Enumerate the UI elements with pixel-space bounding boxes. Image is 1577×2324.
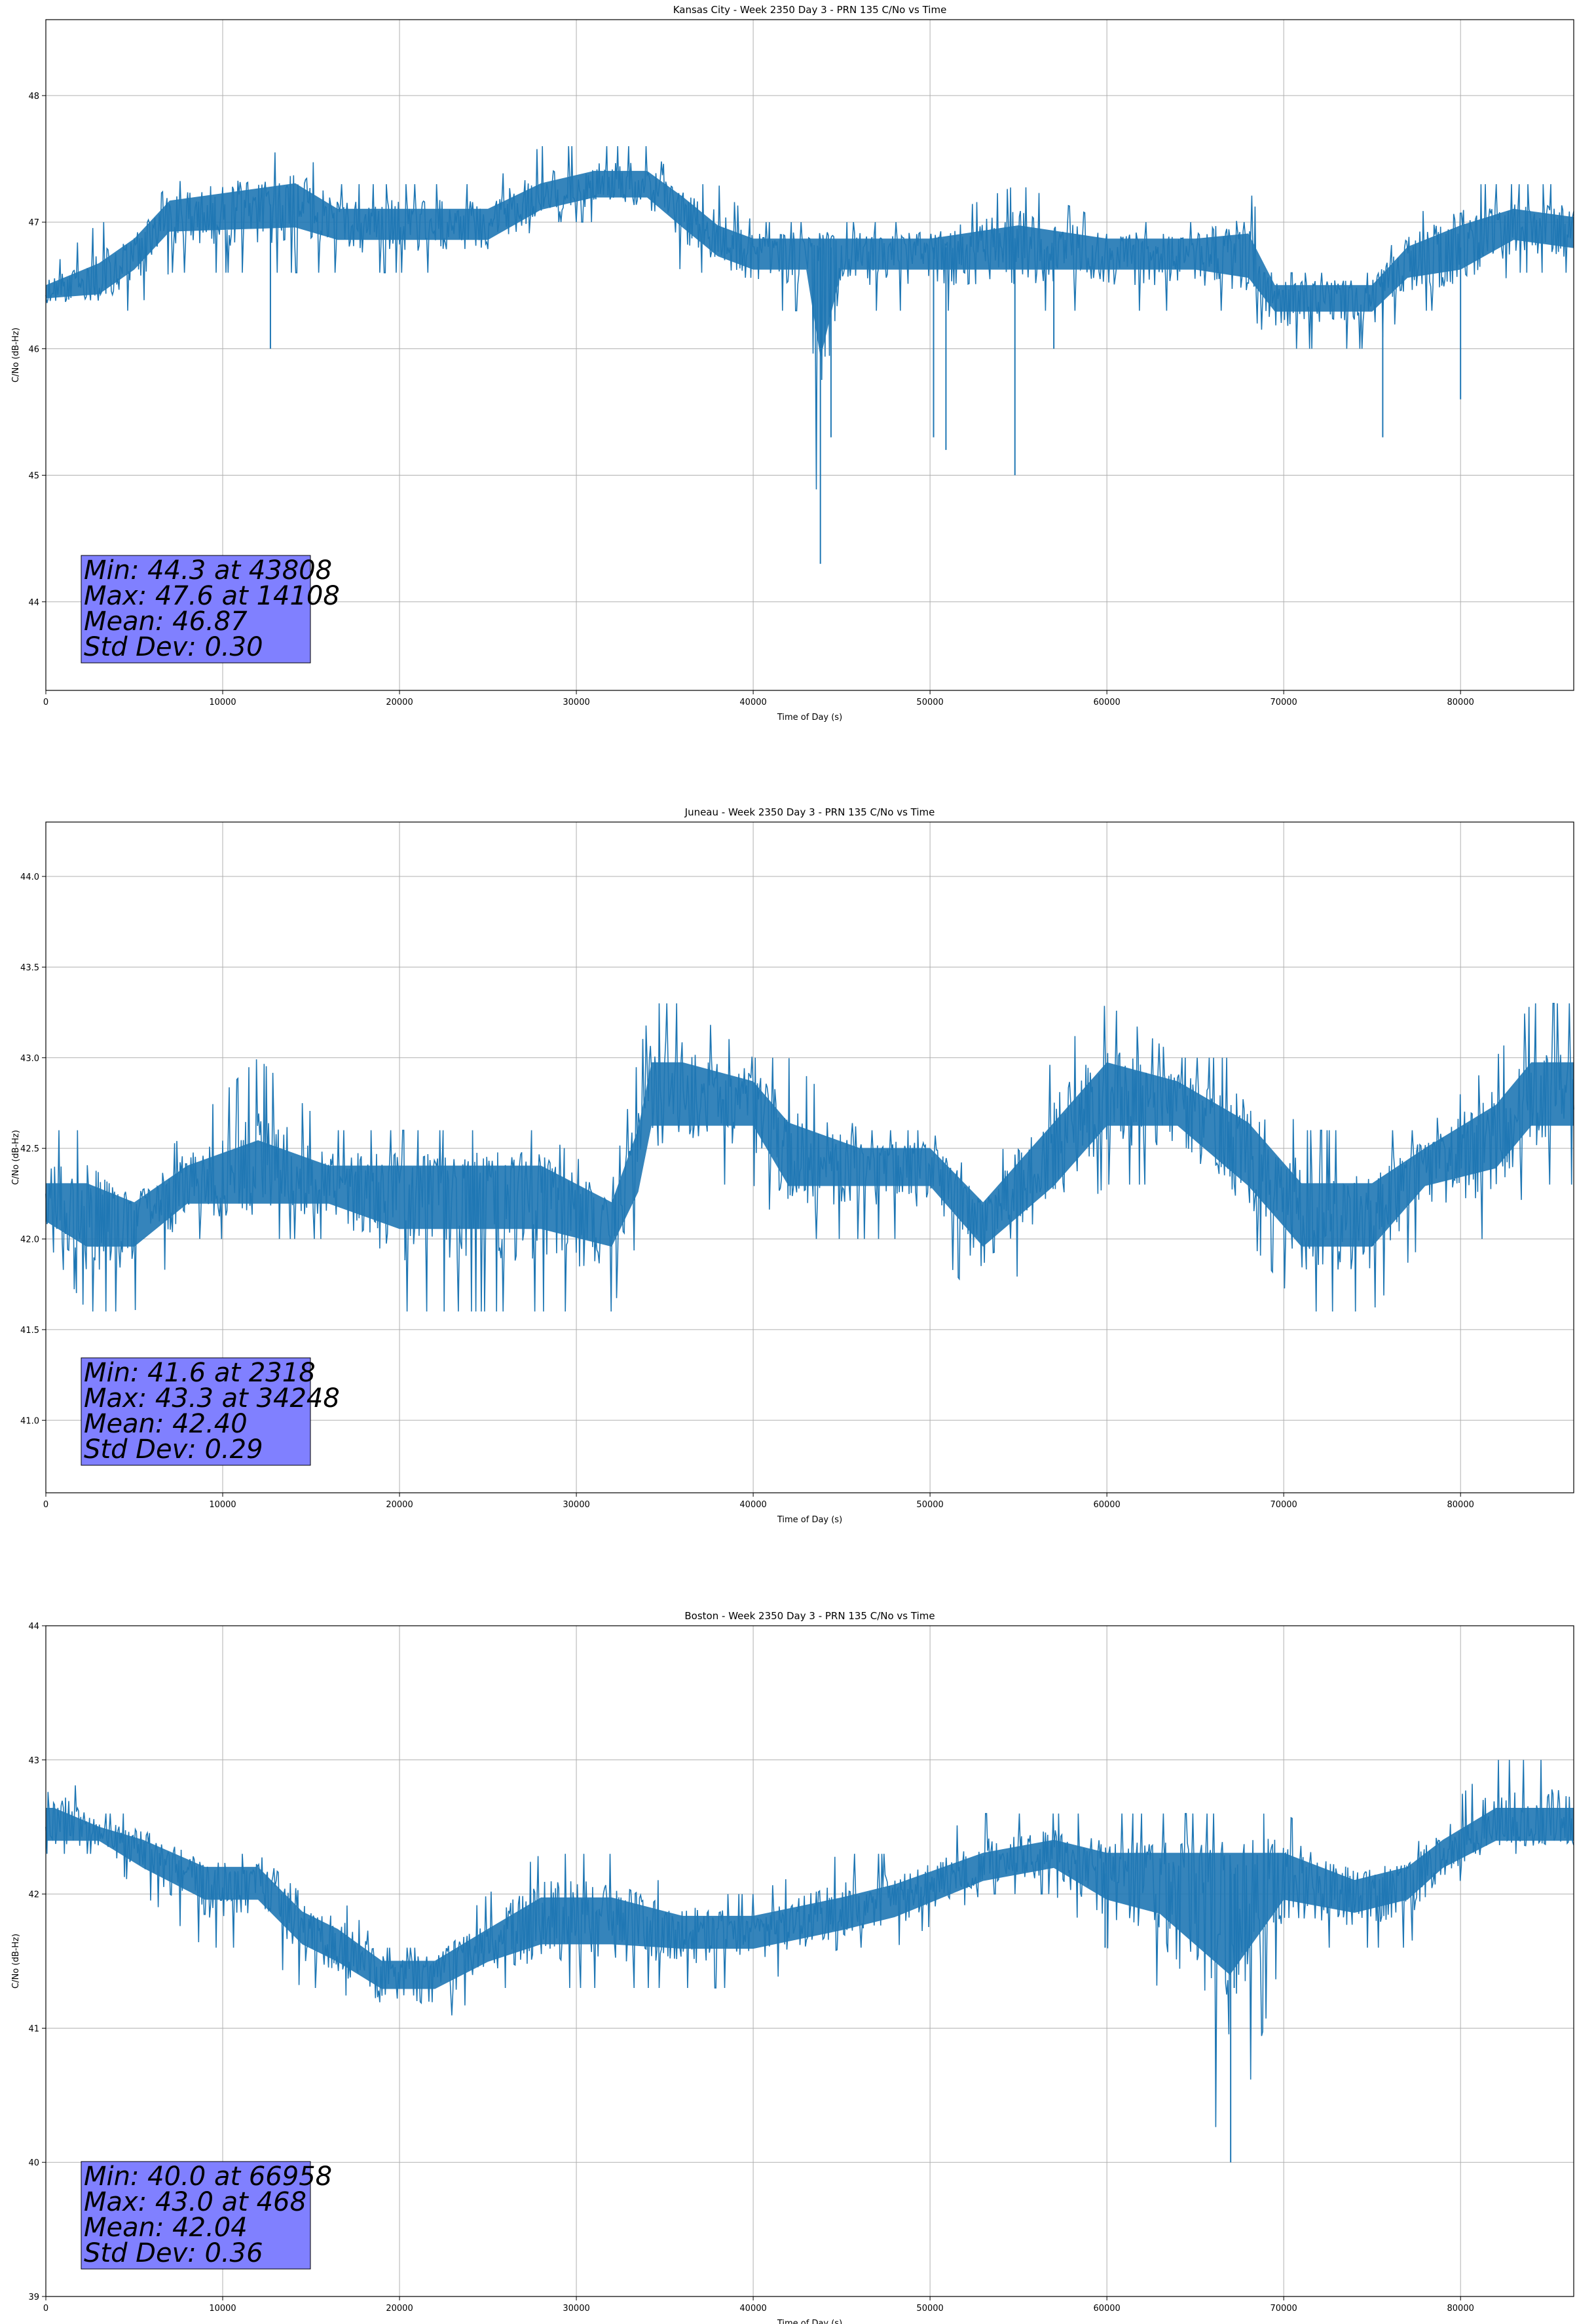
stats-std: Std Dev: 0.36 — [84, 2238, 263, 2268]
stats-std: Std Dev: 0.29 — [84, 1434, 263, 1465]
series-band — [46, 1808, 1574, 1989]
y-tick-label: 45 — [28, 472, 39, 481]
x-tick-label: 10000 — [209, 1500, 236, 1510]
stats-box — [81, 2161, 311, 2270]
x-tick-label: 70000 — [1270, 2304, 1297, 2314]
x-tick-label: 50000 — [916, 698, 943, 707]
x-tick-label: 20000 — [386, 698, 413, 707]
x-tick-label: 10000 — [209, 2304, 236, 2314]
y-tick-label: 43.5 — [20, 963, 39, 973]
x-tick-label: 10000 — [209, 698, 236, 707]
y-tick-label: 44.0 — [20, 872, 39, 882]
stats-box — [81, 555, 311, 664]
x-tick-label: 30000 — [563, 698, 589, 707]
series-band — [46, 1062, 1574, 1247]
y-tick-label: 44 — [28, 1622, 39, 1632]
y-tick-label: 39 — [28, 2293, 39, 2302]
x-tick-label: 0 — [43, 1500, 48, 1510]
y-axis-label: C/No (dB-Hz) — [11, 328, 21, 383]
y-tick-label: 40 — [28, 2158, 39, 2168]
x-tick-label: 40000 — [739, 2304, 766, 2314]
x-axis-label: Time of Day (s) — [777, 1515, 842, 1525]
axes-frame — [45, 821, 1574, 1493]
chart-panel-1: Kansas City - Week 2350 Day 3 - PRN 135 … — [11, 4, 1574, 722]
y-tick-label: 41 — [28, 2024, 39, 2034]
series-band — [46, 170, 1574, 358]
y-tick-label: 42.0 — [20, 1235, 39, 1245]
chart-panel-2: Juneau - Week 2350 Day 3 - PRN 135 C/No … — [11, 806, 1574, 1525]
y-axis-label: C/No (dB-Hz) — [11, 1934, 21, 1989]
x-tick-label: 80000 — [1447, 1500, 1474, 1510]
chart-title: Juneau - Week 2350 Day 3 - PRN 135 C/No … — [684, 806, 935, 818]
stats-min: Min: 44.3 at 43808 — [84, 555, 332, 586]
y-tick-label: 48 — [28, 92, 39, 102]
stats-max: Max: 43.3 at 34248 — [84, 1383, 340, 1414]
y-tick-label: 47 — [28, 218, 39, 228]
series-line — [45, 1759, 1574, 2127]
y-tick-label: 43.0 — [20, 1054, 39, 1064]
axes-frame — [45, 1625, 1574, 2297]
x-tick-label: 30000 — [563, 1500, 589, 1510]
x-tick-label: 80000 — [1447, 2304, 1474, 2314]
stats-box — [81, 1357, 311, 1466]
x-axis-label: Time of Day (s) — [777, 2319, 842, 2324]
x-tick-label: 0 — [43, 2304, 48, 2314]
x-tick-label: 30000 — [563, 2304, 589, 2314]
stats-min: Min: 41.6 at 2318 — [84, 1358, 316, 1388]
x-tick-label: 70000 — [1270, 1500, 1297, 1510]
chart-panel-3: Boston - Week 2350 Day 3 - PRN 135 C/No … — [11, 1610, 1574, 2324]
x-tick-label: 20000 — [386, 2304, 413, 2314]
stats-mean: Mean: 42.04 — [84, 2213, 248, 2243]
x-tick-label: 40000 — [739, 1500, 766, 1510]
stats-min: Min: 40.0 at 66958 — [84, 2162, 332, 2192]
x-tick-label: 60000 — [1093, 2304, 1120, 2314]
x-tick-label: 50000 — [916, 2304, 943, 2314]
x-tick-label: 70000 — [1270, 698, 1297, 707]
y-tick-label: 46 — [28, 345, 39, 354]
chart-title: Boston - Week 2350 Day 3 - PRN 135 C/No … — [684, 1610, 935, 1622]
y-tick-label: 41.0 — [20, 1416, 39, 1426]
chart-title: Kansas City - Week 2350 Day 3 - PRN 135 … — [673, 4, 947, 16]
x-tick-label: 50000 — [916, 1500, 943, 1510]
stats-mean: Mean: 46.87 — [84, 607, 248, 637]
y-tick-label: 41.5 — [20, 1326, 39, 1336]
y-axis-label: C/No (dB-Hz) — [11, 1130, 21, 1185]
x-tick-label: 60000 — [1093, 1500, 1120, 1510]
x-tick-label: 60000 — [1093, 698, 1120, 707]
y-tick-label: 42 — [28, 1890, 39, 1900]
stats-std: Std Dev: 0.30 — [84, 632, 263, 662]
y-tick-label: 42.5 — [20, 1144, 39, 1154]
x-tick-label: 80000 — [1447, 698, 1474, 707]
stats-mean: Mean: 42.40 — [84, 1409, 248, 1439]
axes-frame — [45, 19, 1574, 691]
y-tick-label: 43 — [28, 1756, 39, 1766]
stats-max: Max: 43.0 at 468 — [84, 2187, 306, 2217]
x-axis-label: Time of Day (s) — [777, 713, 842, 722]
x-tick-label: 0 — [43, 698, 48, 707]
y-tick-label: 44 — [28, 598, 39, 608]
x-tick-label: 40000 — [739, 698, 766, 707]
x-tick-label: 20000 — [386, 1500, 413, 1510]
stats-max: Max: 47.6 at 14108 — [84, 581, 340, 611]
